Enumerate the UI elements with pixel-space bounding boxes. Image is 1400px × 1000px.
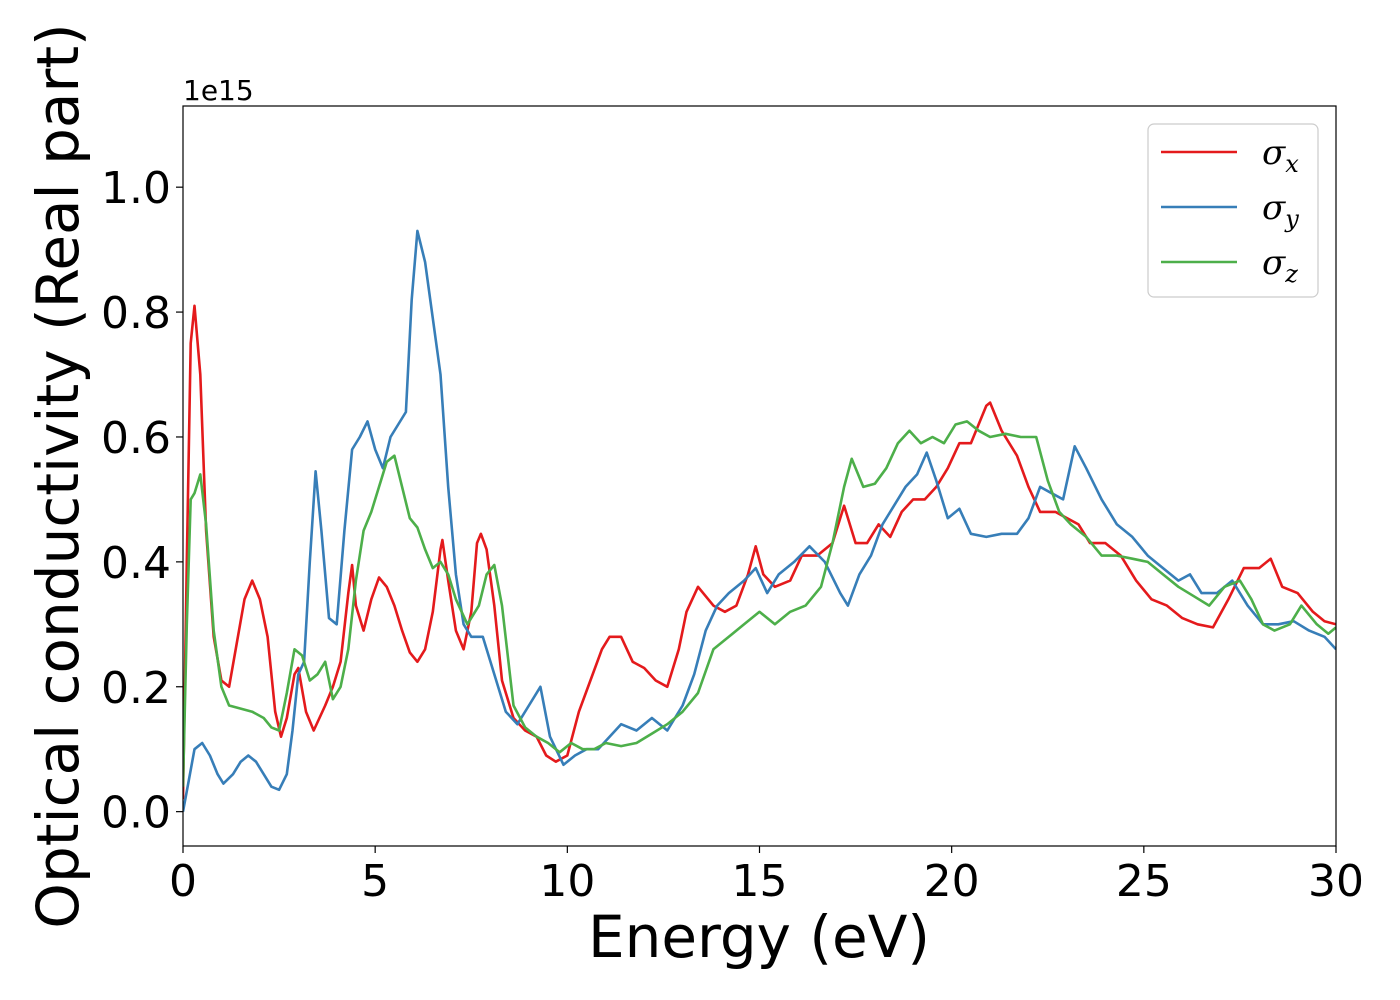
- y-axis-title: Optical conductivity (Real part): [24, 23, 92, 928]
- y-tick-label: 1.0: [101, 163, 171, 214]
- x-tick-label: 0: [169, 856, 197, 907]
- x-tick-label: 15: [732, 856, 788, 907]
- x-tick-label: 10: [539, 856, 595, 907]
- y-tick-label: 0.2: [101, 663, 171, 714]
- x-tick-label: 30: [1308, 856, 1364, 907]
- x-tick-label: 25: [1116, 856, 1172, 907]
- x-tick-label: 20: [924, 856, 980, 907]
- x-axis-title: Energy (eV): [588, 903, 930, 971]
- y-tick-label: 0.8: [101, 288, 171, 339]
- y-offset-label: 1e15: [183, 74, 254, 107]
- legend: σx σy σz: [1147, 123, 1319, 298]
- y-tick-label: 0.4: [101, 538, 171, 589]
- legend-label-x: σx: [1262, 133, 1299, 178]
- series-line-x: [183, 304, 1336, 800]
- legend-box: [1147, 123, 1319, 298]
- series-line-y: [183, 229, 1336, 812]
- y-tick-label: 0.6: [101, 413, 171, 464]
- legend-label-y: σy: [1262, 188, 1299, 233]
- legend-label-z: σz: [1262, 243, 1298, 288]
- y-tick-label: 0.0: [101, 788, 171, 839]
- x-tick-label: 5: [361, 856, 389, 907]
- series-line-z: [183, 420, 1336, 787]
